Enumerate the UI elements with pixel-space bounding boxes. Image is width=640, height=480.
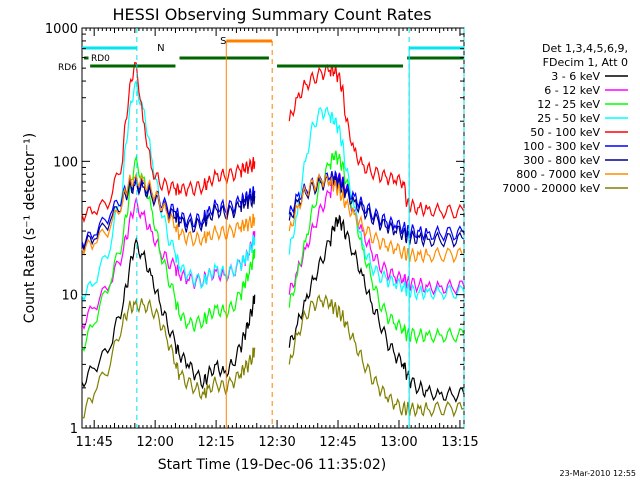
x-axis: 11:45 12:00 12:15 12:30 12:45 13:00 13:15 <box>75 28 479 450</box>
flags-layer: N S RD0 RD6 <box>58 28 465 428</box>
series-line-8 <box>81 294 465 419</box>
x-tick-label: 12:45 <box>319 435 356 450</box>
legend-entry-label: 100 - 300 keV <box>523 140 600 153</box>
series-line-3 <box>81 79 465 303</box>
legend-header-line: FDecim 1, Att 0 <box>543 56 628 69</box>
x-tick-label: 13:00 <box>380 435 417 450</box>
footer-stamp: 23-Mar-2010 12:55 <box>560 469 637 478</box>
legend-entry-label: 25 - 50 keV <box>537 112 600 125</box>
series-line-2 <box>81 150 465 352</box>
legend-entry-label: 300 - 800 keV <box>523 154 600 167</box>
rd0-flag-label: RD0 <box>91 54 110 64</box>
legend-entry-label: 7000 - 20000 keV <box>502 182 600 195</box>
legend-entry-label: 50 - 100 keV <box>530 126 600 139</box>
night-flag-label: N <box>157 43 164 54</box>
x-tick-label: 12:00 <box>136 435 173 450</box>
x-tick-label: 12:15 <box>197 435 234 450</box>
series-line-0 <box>81 214 465 403</box>
x-tick-label: 11:45 <box>75 435 112 450</box>
rd6-flag-label: RD6 <box>58 63 77 73</box>
plot-frame <box>81 27 465 429</box>
legend-entry-label: 12 - 25 keV <box>537 98 600 111</box>
x-tick-label: 13:15 <box>441 435 478 450</box>
chart-title: HESSI Observing Summary Count Rates <box>112 5 431 24</box>
y-tick-label: 100 <box>53 155 78 170</box>
y-axis-label: Count Rate (s⁻¹ detector⁻¹) <box>22 133 38 323</box>
y-tick-label: 10 <box>61 289 78 304</box>
series-line-4 <box>81 61 465 224</box>
legend: Det 1,3,4,5,6,9,FDecim 1, Att 03 - 6 keV… <box>502 42 628 195</box>
series-layer <box>81 61 465 419</box>
series-line-6 <box>81 175 465 252</box>
y-axis: 1 10 100 1000 <box>45 22 464 437</box>
legend-header-line: Det 1,3,4,5,6,9, <box>542 42 628 55</box>
plot-area: N S RD0 RD6 1 10 100 1000 11:45 12:00 12:15 12:30… <box>45 22 479 450</box>
y-tick-label: 1 <box>70 422 78 437</box>
legend-entry-label: 6 - 12 keV <box>544 84 600 97</box>
series-line-7 <box>81 173 465 264</box>
y-tick-label: 1000 <box>45 22 78 37</box>
legend-entry-label: 800 - 7000 keV <box>516 168 600 181</box>
series-line-1 <box>81 172 465 330</box>
x-tick-label: 12:30 <box>258 435 295 450</box>
saa-flag-label: S <box>220 36 226 47</box>
x-axis-label: Start Time (19-Dec-06 11:35:02) <box>158 457 386 473</box>
legend-entry-label: 3 - 6 keV <box>551 70 600 83</box>
